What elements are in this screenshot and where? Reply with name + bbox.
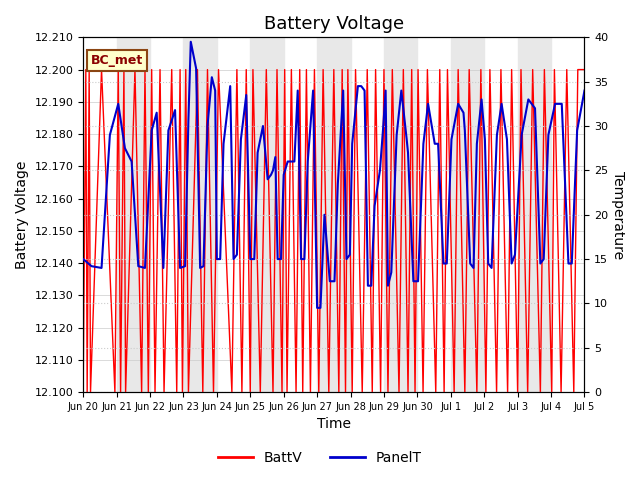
Text: BC_met: BC_met	[91, 54, 143, 67]
Bar	[384, 37, 417, 392]
Bar	[451, 37, 484, 392]
Bar	[184, 37, 217, 392]
Legend: BattV, PanelT: BattV, PanelT	[212, 445, 428, 471]
Bar	[250, 37, 284, 392]
Bar	[518, 37, 551, 392]
Bar	[116, 37, 150, 392]
X-axis label: Time: Time	[317, 418, 351, 432]
Y-axis label: Temperature: Temperature	[611, 171, 625, 259]
Y-axis label: Battery Voltage: Battery Voltage	[15, 160, 29, 269]
Bar	[317, 37, 351, 392]
Title: Battery Voltage: Battery Voltage	[264, 15, 404, 33]
